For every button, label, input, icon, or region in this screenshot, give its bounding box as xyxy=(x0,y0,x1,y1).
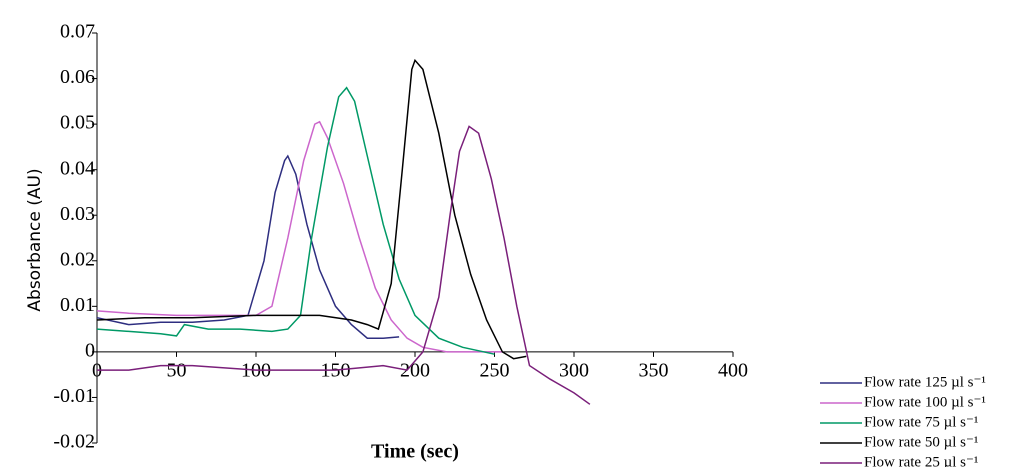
x-tick-label: 350 xyxy=(639,359,669,381)
y-tick-label: 0.02 xyxy=(60,248,95,270)
x-tick-label: 250 xyxy=(480,359,510,381)
x-tick-label: 200 xyxy=(400,359,430,381)
x-tick-label: 400 xyxy=(718,359,748,381)
legend-label: Flow rate 125 µl s⁻¹ xyxy=(864,374,986,390)
legend-label: Flow rate 75 µl s⁻¹ xyxy=(864,414,978,430)
series-line xyxy=(96,58,527,360)
x-tick-label: 300 xyxy=(559,359,589,381)
series-line xyxy=(96,86,495,355)
y-tick-label: 0.01 xyxy=(60,294,95,316)
legend-label: Flow rate 25 µl s⁻¹ xyxy=(864,454,978,467)
y-tick-label: 0.07 xyxy=(60,21,95,43)
y-tick-label: 0 xyxy=(85,339,95,361)
legend-label: Flow rate 50 µl s⁻¹ xyxy=(864,434,978,450)
series-line xyxy=(96,120,503,353)
y-tick-label: 0.05 xyxy=(60,112,95,134)
y-tick-label: 0.06 xyxy=(60,66,95,88)
y-tick-label: -0.01 xyxy=(53,385,95,407)
y-tick-label: 0.04 xyxy=(60,157,95,179)
y-tick-label: 0.03 xyxy=(60,203,95,225)
x-axis-title: Time (sec) xyxy=(371,441,459,463)
series-line xyxy=(96,154,400,339)
x-tick-label: 50 xyxy=(167,359,187,381)
series-line xyxy=(97,125,591,405)
legend-label: Flow rate 100 µl s⁻¹ xyxy=(864,394,986,410)
y-tick-label: -0.02 xyxy=(53,431,95,453)
y-axis-title: Absorbance (AU) xyxy=(25,168,45,311)
